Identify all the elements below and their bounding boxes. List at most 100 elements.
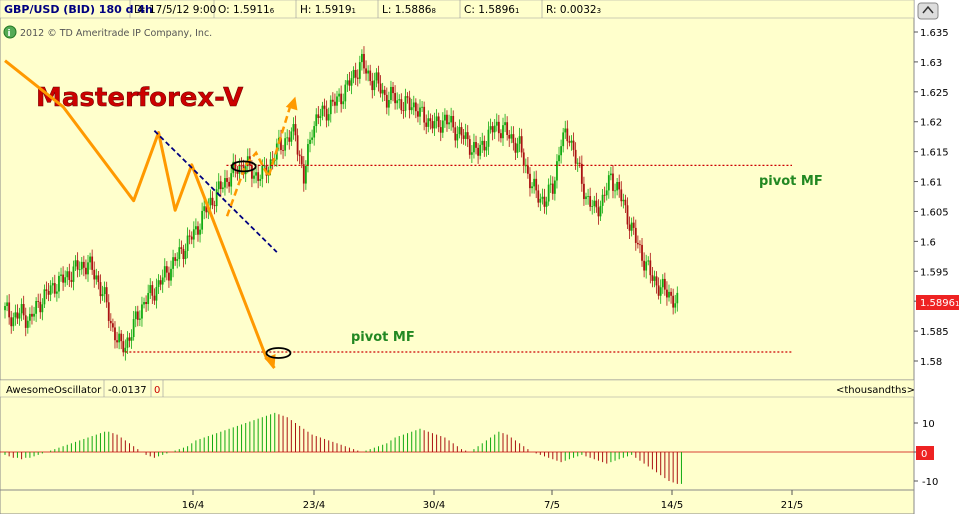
price-tick-label: 1.62 [920, 118, 942, 129]
candle-body [417, 111, 419, 117]
price-tick-label: 1.635 [920, 28, 949, 39]
candle-body [219, 181, 222, 190]
oscillator-last-badge: 0 [916, 446, 934, 460]
candle-body [547, 184, 550, 202]
candle-body [172, 257, 174, 269]
candle-body [421, 106, 423, 108]
candle-body [350, 78, 353, 86]
candle-body [319, 116, 322, 118]
candle-body [120, 333, 123, 342]
candle-body [97, 275, 100, 283]
info-icon[interactable] [3, 25, 17, 39]
candle-body [518, 136, 521, 144]
watermark-text: Masterforex-V [36, 83, 243, 113]
symbol-label[interactable]: GBP/USD (BID) 180 d 4h [4, 3, 153, 16]
candle-body [327, 114, 330, 121]
candle-body [68, 271, 71, 281]
candle-body [556, 161, 558, 181]
candle-body [49, 285, 52, 295]
candle-body [325, 108, 328, 121]
svg-text:R: 0.00323: R: 0.00323 [546, 4, 601, 16]
svg-text:H: 1.59191: H: 1.59191 [300, 4, 356, 16]
candle-body [381, 89, 384, 94]
candle-body [114, 327, 116, 341]
price-tick-label: 1.585 [920, 327, 949, 338]
candle-body [566, 128, 569, 142]
candle-body [485, 146, 488, 151]
candle-body [99, 282, 102, 297]
candle-body [591, 206, 594, 207]
price-panel[interactable] [0, 0, 915, 381]
last-price-badge: 1.58961 [916, 295, 959, 310]
candle-body [259, 178, 262, 181]
candle-body [583, 183, 585, 200]
oscillator-name[interactable]: AwesomeOscillator [6, 385, 102, 396]
candle-body [493, 125, 496, 133]
candle-body [37, 301, 40, 302]
candle-body [622, 199, 625, 202]
candle-body [176, 259, 179, 261]
price-tick-label: 1.61 [920, 178, 942, 189]
candle-body [373, 80, 376, 91]
candle-body [543, 196, 546, 207]
candle-body [82, 261, 85, 268]
candle-body [178, 247, 181, 260]
candle-body [361, 53, 363, 63]
candle-body [477, 147, 479, 156]
candle-body [58, 275, 60, 292]
candle-body [670, 291, 672, 296]
candle-body [535, 178, 538, 191]
date-tick-label: 14/5 [661, 500, 683, 511]
candle-body [311, 137, 313, 140]
candle-body [404, 96, 407, 111]
date-tick-label: 21/5 [781, 500, 803, 511]
open-label: O: 1.5911 [218, 4, 270, 16]
candle-body [601, 194, 604, 206]
candle-body [280, 137, 282, 150]
copyright-text: 2012 © TD Ameritrade IP Company, Inc. [20, 28, 212, 39]
candle-body [116, 340, 118, 343]
candle-body [55, 291, 58, 294]
candle-body [491, 126, 494, 133]
candle-body [495, 121, 498, 126]
price-tick-label: 1.615 [920, 148, 949, 159]
candle-body [612, 173, 614, 191]
candle-body [134, 311, 137, 320]
zigzag-arrow-shaft [265, 357, 276, 369]
panel-maximize-icon[interactable] [917, 2, 939, 20]
candle-body [43, 289, 46, 305]
candle-body [20, 304, 23, 314]
svg-text:i: i [8, 29, 11, 39]
oscillator-header: AwesomeOscillator -0.0137 0 <thousandths… [0, 379, 915, 398]
candle-body [454, 127, 457, 141]
candle-body [558, 155, 560, 162]
candle-body [520, 136, 523, 153]
candle-body [595, 200, 598, 208]
high-label: H: 1.5919 [300, 4, 352, 16]
candle-body [630, 222, 633, 231]
svg-text:C: 1.58961: C: 1.58961 [464, 4, 519, 16]
candle-body [331, 99, 334, 102]
candle-body [371, 81, 374, 91]
oscillator-panel[interactable] [0, 379, 915, 491]
candle-body [155, 286, 158, 301]
candle-body [286, 137, 289, 139]
candle-body [460, 127, 463, 136]
close-label: C: 1.5896 [464, 4, 515, 16]
candle-body [539, 198, 542, 203]
date-tick-label: 7/5 [544, 500, 560, 511]
oscillator-tick-label: -10 [922, 477, 938, 488]
candle-body [392, 86, 394, 94]
candle-body [174, 257, 177, 261]
candle-body [240, 165, 243, 167]
candle-body [151, 285, 154, 296]
candle-body [483, 140, 486, 151]
candle-body [238, 165, 241, 174]
candle-body [367, 70, 370, 74]
candle-body [363, 53, 365, 69]
candle-body [24, 315, 27, 328]
candle-body [300, 156, 303, 165]
candle-body [149, 285, 152, 294]
